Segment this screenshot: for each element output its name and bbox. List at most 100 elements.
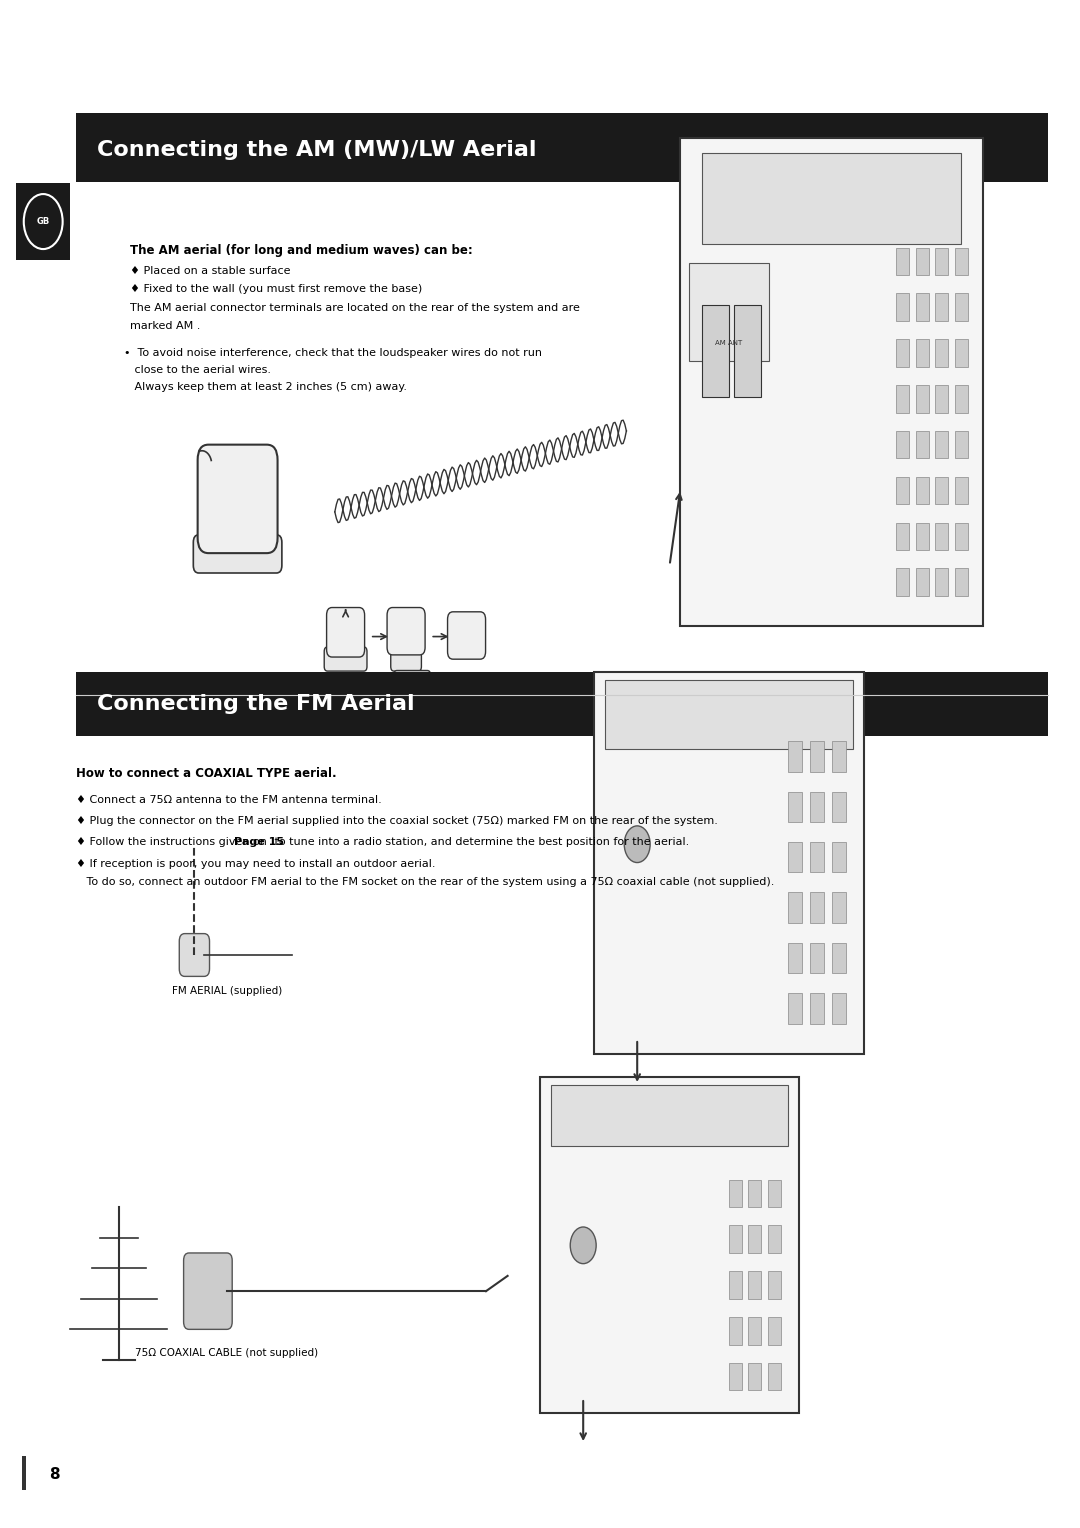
FancyBboxPatch shape [955, 431, 968, 458]
Text: The AM aerial connector terminals are located on the rear of the system and are: The AM aerial connector terminals are lo… [130, 303, 580, 313]
Circle shape [570, 1227, 596, 1264]
FancyBboxPatch shape [551, 1085, 788, 1146]
FancyBboxPatch shape [896, 477, 909, 504]
FancyBboxPatch shape [702, 306, 729, 397]
FancyBboxPatch shape [387, 608, 426, 656]
FancyBboxPatch shape [832, 892, 846, 923]
FancyBboxPatch shape [935, 431, 948, 458]
FancyBboxPatch shape [832, 792, 846, 822]
FancyBboxPatch shape [324, 646, 367, 671]
FancyBboxPatch shape [748, 1363, 761, 1390]
FancyBboxPatch shape [916, 293, 929, 321]
FancyBboxPatch shape [955, 385, 968, 413]
FancyBboxPatch shape [935, 523, 948, 550]
Text: Connecting the AM (MW)/LW Aerial: Connecting the AM (MW)/LW Aerial [97, 139, 537, 160]
FancyBboxPatch shape [768, 1180, 781, 1207]
Text: ♦ If reception is poor, you may need to install an outdoor aerial.: ♦ If reception is poor, you may need to … [76, 859, 435, 869]
Text: ♦ Connect a 75Ω antenna to the FM antenna terminal.: ♦ Connect a 75Ω antenna to the FM antenn… [76, 795, 381, 805]
FancyBboxPatch shape [447, 611, 486, 659]
FancyBboxPatch shape [734, 306, 761, 397]
FancyBboxPatch shape [391, 646, 421, 671]
FancyBboxPatch shape [748, 1180, 761, 1207]
Text: How to connect a COAXIAL TYPE aerial.: How to connect a COAXIAL TYPE aerial. [76, 767, 336, 781]
FancyBboxPatch shape [729, 1271, 742, 1299]
Text: ♦ Placed on a stable surface: ♦ Placed on a stable surface [130, 266, 291, 277]
FancyBboxPatch shape [540, 1077, 799, 1413]
Text: 75Ω COAXIAL CABLE (not supplied): 75Ω COAXIAL CABLE (not supplied) [135, 1348, 319, 1358]
FancyBboxPatch shape [594, 672, 864, 1054]
Text: Connecting the FM Aerial: Connecting the FM Aerial [97, 694, 415, 715]
FancyBboxPatch shape [832, 842, 846, 872]
FancyBboxPatch shape [832, 943, 846, 973]
Text: Page 15: Page 15 [234, 837, 284, 848]
FancyBboxPatch shape [22, 1456, 26, 1490]
Text: ♦ Follow the instructions given on: ♦ Follow the instructions given on [76, 837, 270, 848]
Text: ♦ Plug the connector on the FM aerial supplied into the coaxial socket (75Ω) mar: ♦ Plug the connector on the FM aerial su… [76, 816, 717, 827]
FancyBboxPatch shape [788, 943, 802, 973]
FancyBboxPatch shape [788, 892, 802, 923]
Text: •  To avoid noise interference, check that the loudspeaker wires do not run: • To avoid noise interference, check tha… [124, 348, 542, 359]
FancyBboxPatch shape [832, 741, 846, 772]
FancyBboxPatch shape [76, 113, 1048, 182]
FancyBboxPatch shape [702, 153, 961, 244]
Text: FM AERIAL (supplied): FM AERIAL (supplied) [172, 986, 282, 996]
FancyBboxPatch shape [729, 1225, 742, 1253]
Text: 8: 8 [49, 1467, 59, 1482]
FancyBboxPatch shape [768, 1225, 781, 1253]
FancyBboxPatch shape [729, 1180, 742, 1207]
FancyBboxPatch shape [810, 792, 824, 822]
FancyBboxPatch shape [680, 138, 983, 626]
FancyBboxPatch shape [810, 943, 824, 973]
FancyBboxPatch shape [935, 568, 948, 596]
FancyBboxPatch shape [810, 892, 824, 923]
FancyBboxPatch shape [76, 672, 1048, 736]
FancyBboxPatch shape [896, 431, 909, 458]
FancyBboxPatch shape [916, 385, 929, 413]
Text: The AM aerial (for long and medium waves) can be:: The AM aerial (for long and medium waves… [130, 244, 472, 258]
FancyBboxPatch shape [916, 568, 929, 596]
FancyBboxPatch shape [16, 183, 70, 260]
FancyBboxPatch shape [193, 535, 282, 573]
Text: To do so, connect an outdoor FM aerial to the FM socket on the rear of the syste: To do so, connect an outdoor FM aerial t… [76, 877, 774, 888]
FancyBboxPatch shape [955, 293, 968, 321]
FancyBboxPatch shape [729, 1363, 742, 1390]
FancyBboxPatch shape [689, 263, 769, 361]
FancyBboxPatch shape [896, 523, 909, 550]
FancyBboxPatch shape [748, 1225, 761, 1253]
FancyBboxPatch shape [935, 477, 948, 504]
FancyBboxPatch shape [896, 339, 909, 367]
FancyBboxPatch shape [326, 608, 365, 657]
FancyBboxPatch shape [896, 248, 909, 275]
FancyBboxPatch shape [896, 385, 909, 413]
FancyBboxPatch shape [768, 1317, 781, 1345]
Circle shape [409, 685, 415, 691]
FancyBboxPatch shape [916, 431, 929, 458]
FancyBboxPatch shape [810, 842, 824, 872]
FancyBboxPatch shape [935, 248, 948, 275]
FancyBboxPatch shape [198, 445, 278, 553]
FancyBboxPatch shape [748, 1271, 761, 1299]
FancyBboxPatch shape [810, 741, 824, 772]
FancyBboxPatch shape [768, 1363, 781, 1390]
Text: Always keep them at least 2 inches (5 cm) away.: Always keep them at least 2 inches (5 cm… [124, 382, 407, 393]
FancyBboxPatch shape [788, 842, 802, 872]
FancyBboxPatch shape [955, 523, 968, 550]
FancyBboxPatch shape [916, 248, 929, 275]
FancyBboxPatch shape [916, 339, 929, 367]
FancyBboxPatch shape [896, 293, 909, 321]
FancyBboxPatch shape [955, 248, 968, 275]
Text: AM ANT: AM ANT [715, 339, 743, 345]
FancyBboxPatch shape [955, 339, 968, 367]
FancyBboxPatch shape [768, 1271, 781, 1299]
Text: GB: GB [37, 217, 50, 226]
FancyBboxPatch shape [810, 993, 824, 1024]
FancyBboxPatch shape [832, 993, 846, 1024]
Text: to tune into a radio station, and determine the best position for the aerial.: to tune into a radio station, and determ… [271, 837, 689, 848]
FancyBboxPatch shape [748, 1317, 761, 1345]
FancyBboxPatch shape [394, 671, 431, 709]
FancyBboxPatch shape [896, 568, 909, 596]
FancyBboxPatch shape [955, 477, 968, 504]
Text: ♦ Fixed to the wall (you must first remove the base): ♦ Fixed to the wall (you must first remo… [130, 284, 422, 295]
FancyBboxPatch shape [916, 477, 929, 504]
FancyBboxPatch shape [935, 293, 948, 321]
